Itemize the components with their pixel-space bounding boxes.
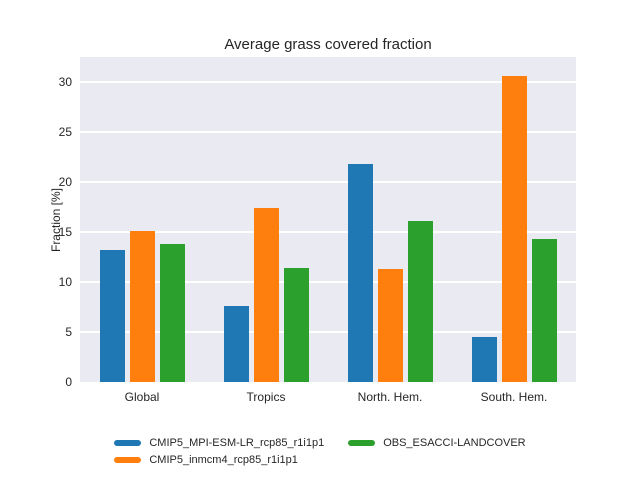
plot-area	[80, 57, 576, 382]
bar	[347, 164, 373, 382]
y-tick-label: 10	[58, 275, 72, 289]
bar	[129, 231, 155, 382]
y-tick-label: 25	[58, 125, 72, 139]
legend-item: CMIP5_MPI-ESM-LR_rcp85_r1i1p1	[114, 437, 324, 449]
legend-grid: CMIP5_MPI-ESM-LR_rcp85_r1i1p1 CMIP5_inmcm…	[114, 434, 526, 468]
legend-label: CMIP5_inmcm4_rcp85_r1i1p1	[149, 453, 298, 466]
gridline	[80, 131, 576, 133]
bar-group	[328, 57, 452, 382]
legend: CMIP5_MPI-ESM-LR_rcp85_r1i1p1 CMIP5_inmcm…	[0, 434, 640, 468]
legend-item: OBS_ESACCI-LANDCOVER	[348, 436, 526, 449]
legend-swatch	[114, 439, 142, 446]
x-tick-label: North. Hem.	[357, 390, 423, 404]
bar	[223, 306, 249, 382]
x-tick-label: South. Hem.	[480, 390, 548, 404]
bar	[99, 250, 125, 382]
bar-group	[452, 57, 576, 382]
x-tick-label: Global	[124, 390, 160, 404]
gridline	[80, 331, 576, 333]
bar	[253, 208, 279, 382]
bar	[531, 239, 557, 382]
bar	[407, 221, 433, 382]
legend-item: CMIP5_inmcm4_rcp85_r1i1p1	[114, 454, 324, 466]
legend-swatch	[114, 456, 142, 463]
gridline	[80, 281, 576, 283]
gridline	[80, 181, 576, 183]
bar-group	[204, 57, 328, 382]
y-tick-label: 20	[58, 175, 72, 189]
x-axis-ticks: Global Tropics North. Hem. South. Hem.	[80, 390, 576, 405]
y-tick-label: 15	[58, 225, 72, 239]
gridline	[80, 81, 576, 83]
bar	[283, 268, 309, 382]
legend-label: CMIP5_MPI-ESM-LR_rcp85_r1i1p1	[149, 436, 325, 449]
legend-swatch	[348, 439, 376, 446]
y-tick-label: 5	[65, 325, 72, 339]
bar-groups	[80, 57, 576, 382]
bar	[501, 76, 527, 382]
x-tick-label: Tropics	[246, 390, 286, 404]
bar-group	[80, 57, 204, 382]
legend-label: OBS_ESACCI-LANDCOVER	[383, 436, 526, 449]
y-axis-ticks: 0 5 10 15 20 25 30	[0, 57, 72, 389]
chart-title: Average grass covered fraction	[224, 36, 432, 53]
y-tick-label: 30	[58, 75, 72, 89]
gridline	[80, 231, 576, 233]
bar	[159, 244, 185, 382]
bar	[377, 269, 403, 382]
bar	[471, 337, 497, 382]
y-tick-label: 0	[65, 375, 72, 389]
